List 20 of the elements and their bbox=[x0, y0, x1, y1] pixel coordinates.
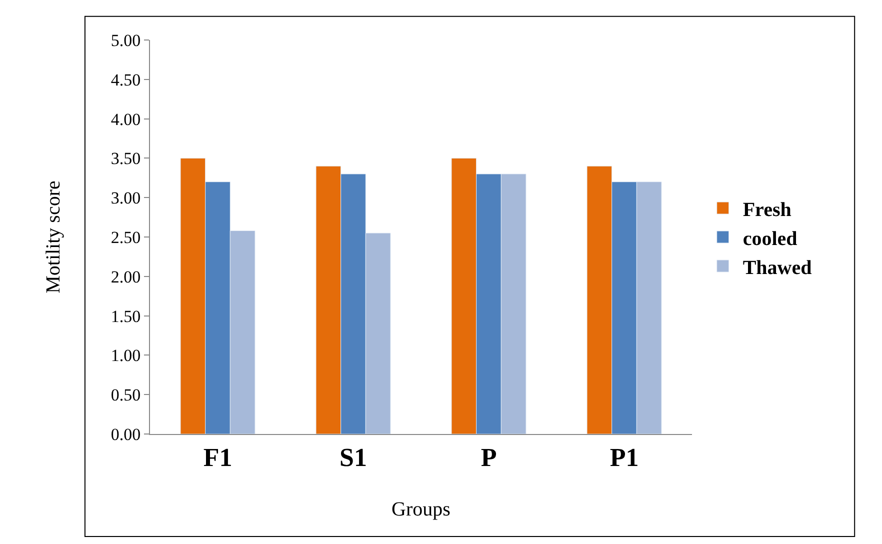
x-tick-label: P bbox=[480, 443, 497, 472]
y-tick-label: 4.00 bbox=[110, 110, 141, 129]
y-axis-title: Motility score bbox=[42, 180, 64, 294]
y-tick-label: 3.00 bbox=[110, 188, 141, 208]
y-tick-label: 0.50 bbox=[110, 386, 141, 405]
x-tick-label: F1 bbox=[203, 443, 232, 472]
y-tick-label: 1.00 bbox=[110, 346, 141, 366]
legend-label: Thawed bbox=[742, 256, 812, 279]
y-tick-label: 1.50 bbox=[110, 306, 141, 326]
y-tick-label: 5.00 bbox=[110, 30, 141, 50]
y-tick-label: 3.50 bbox=[110, 149, 141, 168]
y-tick-label: 4.50 bbox=[110, 70, 141, 90]
legend-label: Fresh bbox=[742, 198, 792, 221]
x-tick-label: P1 bbox=[610, 443, 639, 472]
y-tick-label: 2.00 bbox=[110, 267, 141, 286]
x-axis-title: Groups bbox=[392, 498, 451, 521]
legend-label: cooled bbox=[742, 228, 798, 250]
x-tick-label: S1 bbox=[340, 443, 367, 472]
y-tick-label: 2.50 bbox=[110, 228, 141, 247]
y-tick-label: 0.00 bbox=[110, 424, 141, 444]
